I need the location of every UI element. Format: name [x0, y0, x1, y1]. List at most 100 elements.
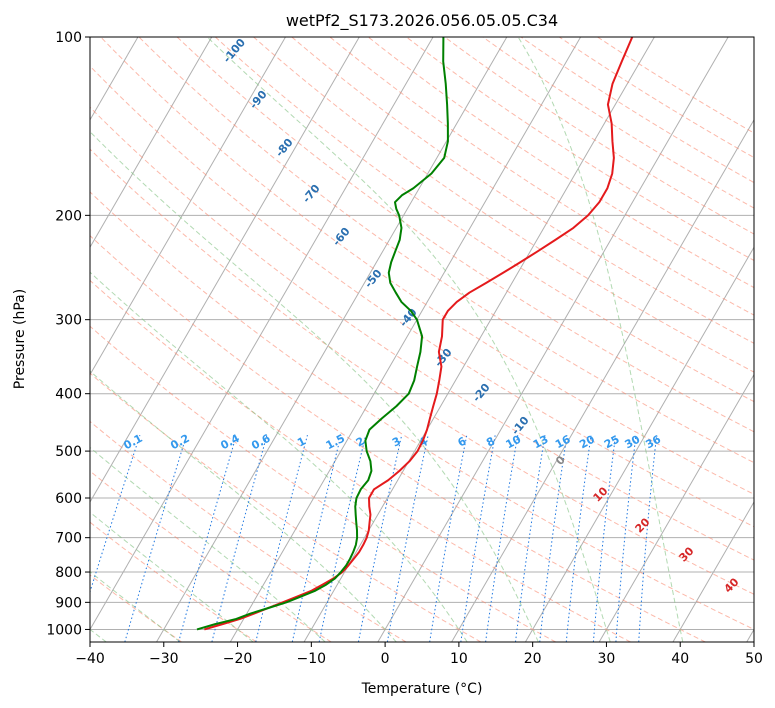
series-dewpoint-line	[196, 37, 449, 631]
isotherm-gridline	[451, 118, 754, 642]
series-temperature-line	[204, 37, 634, 631]
mixing-ratio-line	[460, 435, 496, 642]
mixing-ratio-line	[318, 435, 367, 642]
isotherm-gridline	[90, 37, 286, 376]
mixing-ratio-line	[291, 435, 342, 642]
series-layer	[196, 37, 634, 631]
moist-adiabat-label: 20	[633, 515, 653, 535]
dry-adiabat	[90, 325, 556, 642]
mixing-ratio-label: 20	[577, 433, 597, 452]
dry-adiabat	[214, 37, 754, 403]
dry-adiabat	[90, 106, 754, 561]
x-tick-label: 30	[598, 651, 616, 667]
axes: −40 −30 −20 −10 0 10 20 30 40 5010020030040050060…	[46, 30, 763, 667]
dry-adiabat	[90, 235, 706, 642]
y-tick-label: 1000	[46, 622, 82, 638]
moist-adiabat-label: 0	[553, 453, 568, 468]
y-tick-label: 600	[55, 491, 82, 507]
dry-adiabat-label: -50	[362, 267, 385, 291]
dry-adiabat-label: -30	[432, 346, 455, 370]
mixing-ratio-label: 16	[553, 432, 573, 451]
x-tick-label: −10	[297, 651, 327, 667]
dry-adiabat	[406, 37, 754, 262]
mixing-ratio-label: 13	[531, 433, 551, 452]
isotherm-gridline	[156, 37, 508, 642]
dry-adiabat	[90, 521, 257, 642]
x-tick-label: 50	[745, 651, 763, 667]
isotherm-gridline	[598, 373, 754, 642]
dry-adiabat	[291, 37, 754, 344]
moist-adiabat	[90, 130, 539, 642]
mixing-ratio-line	[592, 435, 617, 642]
mixing-ratio-label: 30	[623, 433, 643, 452]
mixing-ratio-line	[90, 435, 141, 594]
moist-adiabat	[206, 37, 611, 642]
isotherm-gridline	[377, 37, 729, 642]
mixing-ratio-label: 3	[390, 434, 403, 449]
moist-adiabat	[90, 271, 468, 642]
dry-adiabat-label: -90	[247, 88, 270, 112]
dry-adiabat-label: -20	[470, 381, 493, 405]
dry-adiabat-label: -10	[509, 414, 532, 438]
isotherm-gridline	[90, 37, 213, 249]
dry-adiabat	[138, 37, 754, 464]
x-tick-label: 20	[524, 651, 542, 667]
x-tick-label: −30	[149, 651, 179, 667]
mixing-ratio-line	[429, 435, 468, 642]
isotherm-gridline	[0, 37, 64, 642]
isotherm-gridline	[90, 37, 434, 631]
y-tick-label: 700	[55, 531, 82, 547]
mixing-ratio-label: 0.2	[168, 432, 191, 453]
dry-adiabat	[90, 279, 631, 642]
dry-adiabat	[90, 470, 332, 642]
dry-adiabat	[558, 37, 754, 159]
mixing-ratio-label: 1	[295, 434, 308, 449]
dry-adiabat-label: -60	[330, 225, 353, 249]
mixing-ratio-label: 10	[504, 433, 524, 452]
mixing-ratio-line	[565, 435, 592, 642]
dry-adiabat	[90, 574, 182, 642]
moist-adiabat	[90, 571, 181, 642]
mixing-ratio-line	[638, 435, 658, 642]
mixing-ratio-line	[255, 435, 308, 642]
mixing-ratio-label: 25	[602, 433, 622, 452]
mixing-ratio-line	[515, 435, 546, 642]
moist-adiabat-label: 40	[722, 575, 742, 595]
dry-adiabat-label: -70	[300, 182, 323, 206]
y-tick-label: 100	[55, 30, 82, 46]
x-tick-label: −20	[223, 651, 253, 667]
dry-adiabat	[520, 37, 754, 184]
mixing-ratio-label: 0.4	[218, 432, 242, 453]
mixing-ratio-line	[211, 435, 268, 642]
isotherm-gridline	[229, 37, 582, 642]
isotherm-gridline	[524, 246, 754, 642]
mixing-ratio-line	[539, 435, 568, 642]
dry-adiabat	[100, 37, 754, 495]
dry-adiabat	[90, 420, 407, 642]
mixing-ratio-line	[357, 435, 403, 642]
y-tick-label: 200	[55, 208, 82, 224]
dry-adiabat	[253, 37, 754, 373]
isotherm-gridline	[672, 501, 754, 642]
x-tick-label: 10	[450, 651, 468, 667]
background-lines: 0.1 0.2 0.4 0.6 1 1.5 2 3 4 6 8 10 13 16 20 25 30 36-100-…	[0, 37, 754, 642]
y-axis-label: Pressure (hPa)	[12, 289, 28, 389]
mixing-ratio-line	[124, 435, 188, 642]
moist-adiabat	[90, 446, 326, 642]
isotherm-gridline	[90, 37, 360, 504]
x-axis-label: Temperature (°C)	[361, 681, 483, 697]
dry-adiabat	[482, 37, 754, 209]
dry-adiabat	[90, 148, 754, 595]
x-tick-label: 0	[381, 651, 390, 667]
x-tick-label: 40	[671, 651, 689, 667]
plot-frame	[89, 36, 755, 643]
moist-adiabat	[517, 37, 684, 642]
mixing-ratio-line	[386, 435, 429, 642]
x-tick-label: −40	[75, 651, 105, 667]
y-tick-label: 400	[55, 387, 82, 403]
dry-adiabat	[90, 65, 754, 528]
moist-adiabat	[90, 511, 254, 642]
mixing-ratio-line	[485, 435, 519, 642]
moist-adiabat-label: 30	[677, 544, 697, 564]
